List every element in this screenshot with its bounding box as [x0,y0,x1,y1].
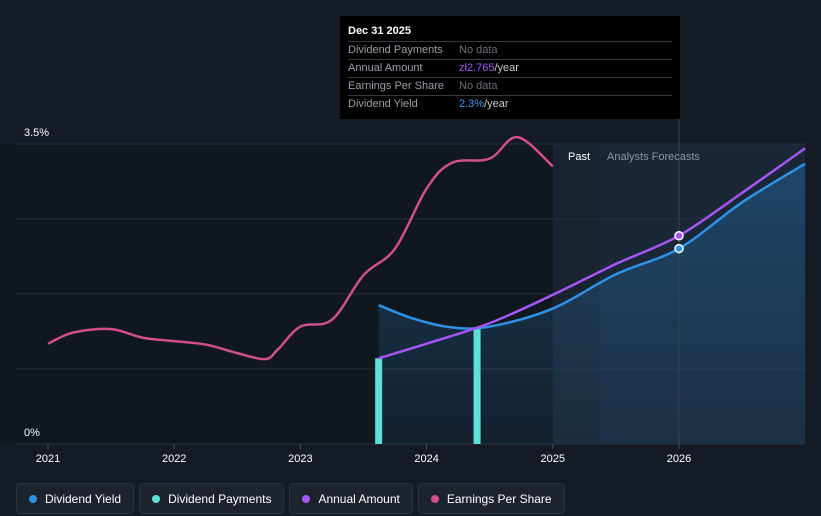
tooltip-label: Earnings Per Share [348,80,444,92]
annual-amount-line [378,147,806,360]
legend-annual-amount[interactable]: Annual Amount [289,483,413,514]
dividend-payment-bar [375,358,383,444]
past-label: Past [568,151,590,163]
tooltip-value: zł2.765 [459,62,495,74]
y-tick-label-max: 3.5% [24,127,49,139]
tooltip-value: No data [459,44,498,56]
y-tick-label-min: 0% [24,427,40,439]
tooltip-label: Annual Amount [348,62,423,74]
legend-label: Annual Amount [318,491,400,506]
x-tick-label: 2021 [36,453,60,465]
dividend-yield-line [378,162,806,330]
hover-marker [674,230,684,241]
hover-tooltip: Dec 31 2025 Dividend Payments No data An… [340,16,680,119]
hover-markers [674,230,684,254]
tooltip-label: Dividend Yield [348,98,418,110]
x-tick-label: 2026 [667,453,691,465]
tooltip-row-annual-amount: Annual Amount zł2.765/year [348,60,672,78]
x-tick-label: 2023 [288,453,312,465]
tooltip-label: Dividend Payments [348,44,443,56]
tooltip-unit: /year [494,62,519,74]
dividend-yield-area [378,163,806,444]
x-tick-label: 2024 [414,453,438,465]
x-tick-label: 2022 [162,453,186,465]
legend-dividend-yield[interactable]: Dividend Yield [16,483,135,514]
chart-legend: Dividend Yield Dividend Payments Annual … [16,483,565,514]
tooltip-date: Dec 31 2025 [348,24,672,42]
legend-dot-icon [430,494,439,503]
tooltip-value: No data [459,80,498,92]
x-tick-label: 2025 [541,453,565,465]
dividend-payment-bar [473,327,481,444]
legend-dividend-payments[interactable]: Dividend Payments [139,483,285,514]
hover-marker [674,243,684,254]
dividend-payments-bars [375,327,481,444]
legend-label: Earnings Per Share [446,491,552,506]
earnings-per-share-line [47,135,554,361]
tooltip-row-dividend-payments: Dividend Payments No data [348,42,672,60]
dividend-chart: 2021 2022 2023 2024 2025 2026 3.5% 0% Past An… [16,119,806,465]
legend-dot-icon [152,494,161,503]
forecast-label: Analysts Forecasts [607,151,700,163]
x-axis-ticks: 2021 2022 2023 2024 2025 2026 [36,444,691,465]
legend-label: Dividend Yield [45,491,122,506]
legend-label: Dividend Payments [168,491,272,506]
tooltip-row-dividend-yield: Dividend Yield 2.3%/year [348,96,672,113]
legend-dot-icon [29,494,37,503]
legend-dot-icon [302,494,311,503]
tooltip-unit: /year [484,98,509,110]
tooltip-value: 2.3% [459,98,485,110]
legend-earnings-per-share[interactable]: Earnings Per Share [417,483,565,514]
tooltip-row-earnings-per-share: Earnings Per Share No data [348,78,672,96]
